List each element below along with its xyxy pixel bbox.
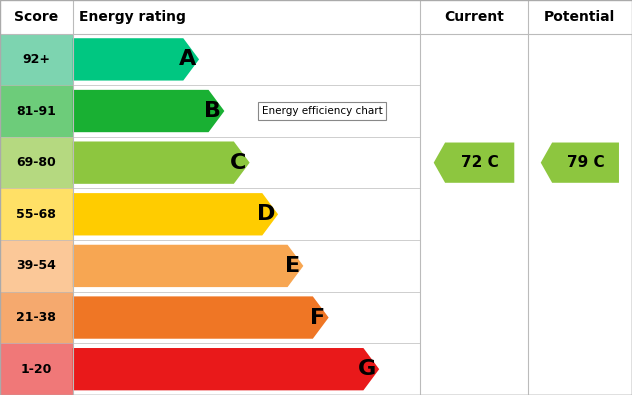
Text: Energy rating: Energy rating [79, 10, 186, 24]
Bar [0, 240, 73, 292]
Text: 79 C: 79 C [567, 155, 604, 170]
Polygon shape [73, 90, 224, 132]
Text: Potential: Potential [544, 10, 616, 24]
Text: F: F [310, 308, 325, 327]
Bar [0, 343, 73, 395]
Text: 39-54: 39-54 [16, 260, 56, 273]
Polygon shape [73, 296, 329, 339]
Text: B: B [204, 101, 221, 121]
Text: G: G [358, 359, 376, 379]
Bar [0, 0, 632, 34]
Bar [0, 292, 73, 343]
Bar [0, 137, 73, 188]
Text: 72 C: 72 C [461, 155, 499, 170]
Text: D: D [257, 204, 275, 224]
Text: 55-68: 55-68 [16, 208, 56, 221]
Text: C: C [230, 152, 246, 173]
Polygon shape [73, 348, 379, 390]
Text: 21-38: 21-38 [16, 311, 56, 324]
Bar [0, 85, 73, 137]
Polygon shape [73, 38, 199, 81]
Text: Energy efficiency chart: Energy efficiency chart [262, 106, 383, 116]
Text: E: E [285, 256, 300, 276]
Text: 69-80: 69-80 [16, 156, 56, 169]
Polygon shape [73, 193, 278, 235]
Text: 1-20: 1-20 [21, 363, 52, 376]
Text: Current: Current [444, 10, 504, 24]
Polygon shape [434, 143, 514, 183]
Polygon shape [541, 143, 619, 183]
Bar [0, 188, 73, 240]
Text: 81-91: 81-91 [16, 105, 56, 118]
Text: 92+: 92+ [22, 53, 51, 66]
Text: Score: Score [14, 10, 59, 24]
Polygon shape [73, 141, 250, 184]
Polygon shape [73, 245, 303, 287]
Bar [0, 34, 73, 85]
Text: A: A [179, 49, 196, 70]
